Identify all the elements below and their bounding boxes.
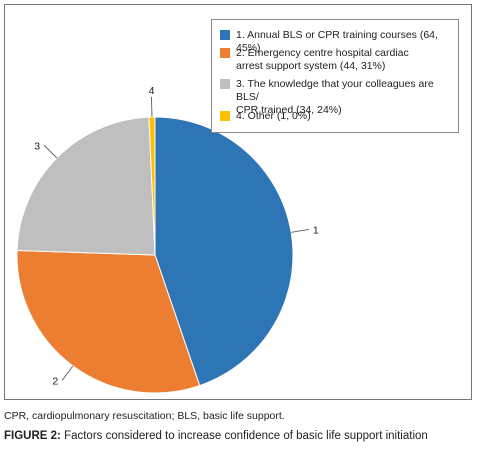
legend-label-4: 4. Other (1, 0%) <box>236 110 311 122</box>
chart-legend: 1. Annual BLS or CPR training courses (6… <box>211 19 459 133</box>
figure-caption: FIGURE 2: Factors considered to increase… <box>4 430 428 442</box>
pie-chart: 1 2 3 4 <box>16 85 319 394</box>
legend-swatch-2 <box>220 48 230 58</box>
pie-slice-3 <box>16 116 156 256</box>
legend-swatch-4 <box>220 111 230 121</box>
slice-label-1: 1 <box>313 224 319 236</box>
slice-label-4: 4 <box>149 85 155 97</box>
caption-label: FIGURE 2: <box>4 430 61 442</box>
slice-label-2: 2 <box>52 375 58 387</box>
figure-footnote: CPR, cardiopulmonary resuscitation; BLS,… <box>4 410 285 422</box>
legend-label-3: 3. The knowledge that your colleagues ar… <box>236 78 434 116</box>
pie-slice-1 <box>154 116 294 387</box>
leader-line-1 <box>291 229 309 233</box>
pie-slice-4 <box>148 116 156 256</box>
legend-label-1: 1. Annual BLS or CPR training courses (6… <box>236 29 438 54</box>
legend-swatch-1 <box>220 30 230 40</box>
slice-label-3: 3 <box>34 140 40 152</box>
leader-line-2 <box>61 365 74 381</box>
leader-line-3 <box>43 145 58 159</box>
figure-frame: 1 2 3 4 1. Annual BLS or CPR training cours… <box>4 4 472 400</box>
legend-swatch-3 <box>220 79 230 89</box>
caption-text: Factors considered to increase confidenc… <box>60 430 428 442</box>
legend-label-2: 2. Emergency centre hospital cardiac arr… <box>236 47 409 72</box>
